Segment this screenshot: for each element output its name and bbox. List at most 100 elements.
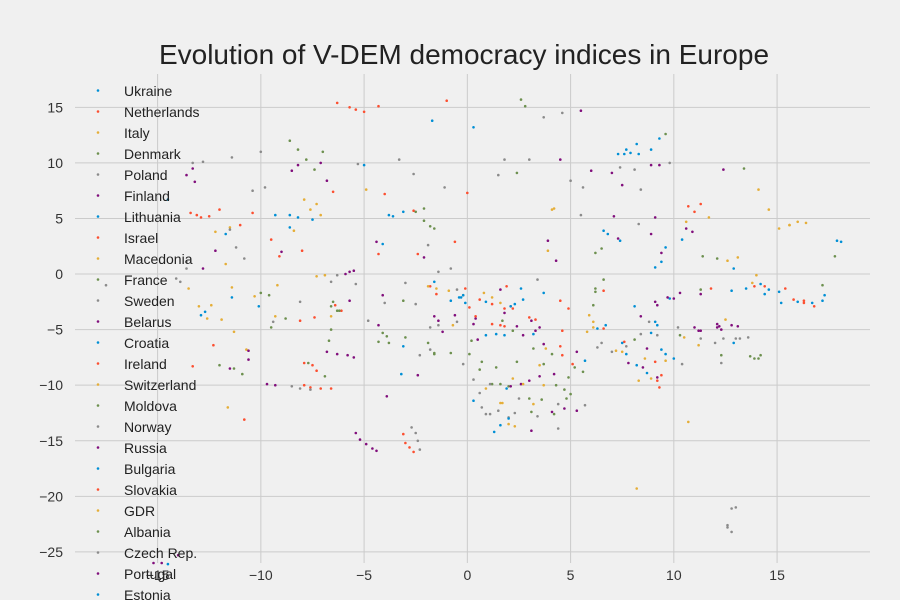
data-point xyxy=(224,232,227,236)
data-point xyxy=(494,332,498,336)
data-point xyxy=(232,367,236,370)
data-point xyxy=(265,382,269,386)
data-point xyxy=(387,341,391,345)
data-point xyxy=(329,387,333,390)
data-point xyxy=(377,104,380,108)
data-point xyxy=(416,252,420,256)
data-point xyxy=(509,385,512,388)
data-point xyxy=(656,303,659,307)
data-point xyxy=(428,326,432,329)
data-point xyxy=(453,313,457,317)
data-point xyxy=(166,562,170,566)
data-point xyxy=(561,329,564,333)
x-tick-label: 0 xyxy=(463,567,471,583)
data-point xyxy=(660,251,663,255)
data-point xyxy=(559,158,562,161)
series-poland xyxy=(185,111,750,529)
data-point xyxy=(528,158,531,161)
data-point xyxy=(627,361,630,365)
series-macedonia xyxy=(187,198,758,426)
data-point xyxy=(604,323,607,327)
data-point xyxy=(503,158,506,161)
data-point xyxy=(542,291,545,295)
data-point xyxy=(532,347,535,350)
data-point xyxy=(480,360,484,364)
series-netherlands xyxy=(331,99,469,212)
data-point xyxy=(455,288,459,291)
data-point xyxy=(592,326,595,329)
legend-entry: Croatia xyxy=(96,335,169,351)
data-point xyxy=(538,363,541,367)
data-point xyxy=(466,191,469,195)
data-point xyxy=(507,422,510,426)
data-point xyxy=(730,507,733,510)
data-point xyxy=(321,150,325,154)
data-point xyxy=(348,270,351,274)
data-point xyxy=(810,301,814,305)
data-point xyxy=(288,139,292,142)
data-point xyxy=(356,162,360,166)
legend-label: Albania xyxy=(124,524,171,540)
data-point xyxy=(323,273,327,277)
data-point xyxy=(269,238,273,241)
data-point xyxy=(513,425,517,428)
data-point xyxy=(280,250,283,254)
legend-entry: Portugal xyxy=(96,566,176,582)
data-point xyxy=(472,399,475,403)
data-point xyxy=(298,319,302,323)
data-point xyxy=(187,287,190,290)
data-point xyxy=(319,213,323,217)
data-point xyxy=(331,300,335,304)
data-point xyxy=(338,309,341,313)
data-point xyxy=(637,222,640,226)
data-point xyxy=(298,300,302,304)
data-point xyxy=(435,292,438,296)
data-point xyxy=(276,283,279,287)
data-point xyxy=(484,387,488,390)
data-point xyxy=(639,315,643,318)
data-point xyxy=(528,379,531,383)
data-point xyxy=(437,319,440,323)
legend-label: Netherlands xyxy=(124,104,200,120)
data-point xyxy=(296,216,300,219)
x-tick-label: −15 xyxy=(146,567,170,583)
data-point xyxy=(364,442,368,446)
data-point xyxy=(724,318,727,321)
data-point xyxy=(433,227,436,230)
data-point xyxy=(230,296,234,299)
legend-marker xyxy=(96,236,100,239)
data-point xyxy=(699,292,702,296)
data-point xyxy=(416,373,420,377)
data-point xyxy=(546,249,550,252)
data-point xyxy=(480,406,484,409)
legend-marker xyxy=(96,341,100,344)
data-point xyxy=(730,289,733,293)
legend-marker xyxy=(96,110,100,113)
y-tick-label: 15 xyxy=(47,99,63,115)
data-point xyxy=(408,446,411,449)
legend-entry: Lithuania xyxy=(96,209,181,225)
data-point xyxy=(732,341,735,345)
data-point xyxy=(381,242,385,246)
data-point xyxy=(751,281,754,285)
data-point xyxy=(311,218,314,221)
data-point xyxy=(474,315,477,318)
data-point xyxy=(699,202,702,206)
data-point xyxy=(214,230,217,234)
legend-label: Italy xyxy=(124,125,150,141)
data-point xyxy=(513,411,517,415)
data-point xyxy=(346,353,349,357)
y-tick-label: −25 xyxy=(39,544,63,560)
data-point xyxy=(730,530,733,534)
data-point xyxy=(251,189,254,192)
data-point xyxy=(519,382,523,386)
data-point xyxy=(777,290,781,294)
data-point xyxy=(833,254,837,258)
data-point xyxy=(311,363,314,367)
y-tick-label: −10 xyxy=(39,377,63,393)
data-point xyxy=(418,353,422,357)
data-point xyxy=(402,345,405,348)
data-point xyxy=(707,216,711,219)
legend-label: Ireland xyxy=(124,356,167,372)
data-point xyxy=(104,283,108,287)
